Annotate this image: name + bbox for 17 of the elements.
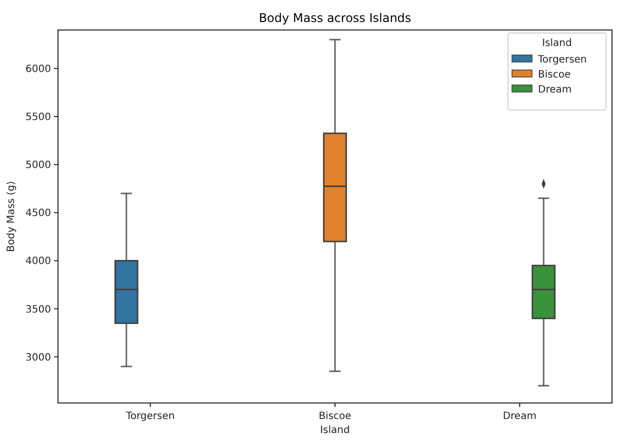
- y-tick-label: 4000: [26, 256, 51, 268]
- y-tick-label: 3500: [26, 304, 51, 316]
- y-tick-label: 4500: [26, 208, 51, 220]
- legend-label: Torgersen: [537, 54, 587, 66]
- y-tick-label: 5500: [26, 112, 51, 124]
- legend-label: Dream: [538, 84, 572, 96]
- x-tick-label: Torgersen: [124, 411, 175, 422]
- legend-label: Biscoe: [538, 70, 571, 80]
- chart-title: Body Mass across Islands: [258, 11, 412, 25]
- y-tick-label: 3000: [26, 352, 51, 364]
- legend-title: Island: [542, 38, 572, 49]
- x-axis-title: Island: [320, 425, 350, 436]
- x-tick-label: Biscoe: [318, 411, 352, 422]
- y-axis-title: Body Mass (g): [6, 180, 17, 252]
- x-tick-label: Dream: [502, 411, 536, 422]
- y-tick-label: 6000: [26, 64, 51, 75]
- y-tick-label: 5000: [26, 160, 51, 172]
